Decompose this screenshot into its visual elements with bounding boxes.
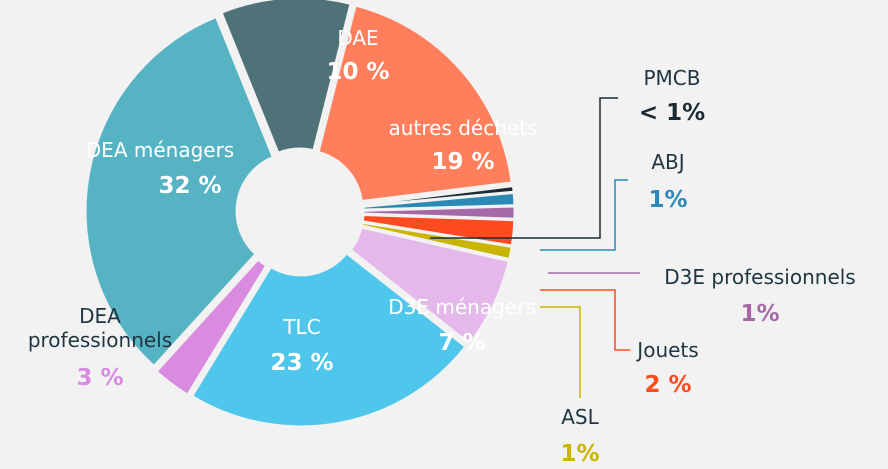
category-label: TLC — [283, 315, 321, 339]
value-label: 1% — [560, 441, 600, 467]
category-label: DAE — [337, 26, 379, 50]
category-label: DEA ménagers — [85, 138, 235, 162]
donut-slice — [348, 225, 512, 346]
donut-slice — [153, 256, 269, 398]
category-label: DEA professionnels — [27, 304, 173, 352]
category-label: ABJ — [651, 150, 685, 174]
leader-line — [540, 179, 628, 251]
category-label: Jouets — [637, 338, 699, 362]
value-label: 1% — [648, 187, 688, 213]
value-label: 3 % — [76, 365, 124, 391]
donut-slice — [189, 250, 469, 429]
category-label: D3E ménagers — [388, 295, 536, 319]
leader-line — [540, 289, 630, 351]
value-label: 2 % — [644, 372, 692, 398]
donut-slice — [219, 0, 353, 156]
value-label: 7 % — [438, 330, 486, 356]
category-label: PMCB — [643, 66, 701, 90]
donut-slice — [316, 3, 514, 204]
donut-slice — [83, 14, 276, 369]
value-label: 19 % — [431, 149, 495, 175]
value-label: 23 % — [270, 350, 334, 376]
value-label: 32 % — [158, 173, 222, 199]
value-label: < 1% — [638, 100, 706, 126]
category-label: ASL — [561, 405, 599, 429]
value-label: 1% — [740, 301, 780, 327]
leader-line — [430, 97, 618, 239]
leader-line — [540, 306, 581, 398]
category-label: autres déchets — [388, 116, 538, 140]
category-label: D3E professionnels — [664, 265, 856, 289]
value-label: 10 % — [326, 59, 390, 85]
